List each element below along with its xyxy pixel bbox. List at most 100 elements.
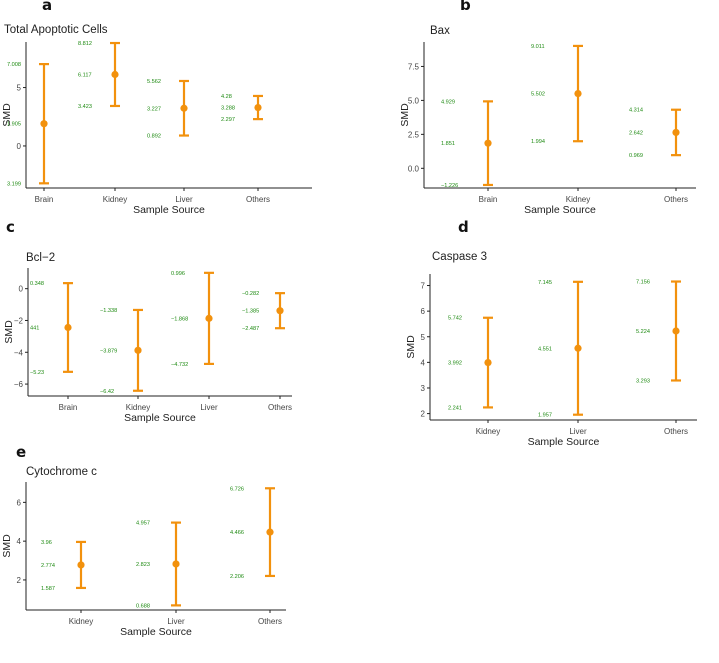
data-point — [574, 89, 582, 98]
data-point — [205, 314, 213, 322]
lower-ci-label: 1.587 — [41, 586, 55, 592]
x-tick-label: Kidney — [69, 617, 93, 626]
x-tick-label: Liver — [569, 427, 587, 436]
mean-label: 5.224 — [636, 329, 650, 335]
x-tick-label: Brain — [59, 403, 78, 412]
mean-label: 3.227 — [147, 106, 161, 112]
x-tick-label: Others — [258, 617, 282, 626]
data-point — [134, 346, 142, 354]
data-point — [276, 307, 284, 315]
lower-ci-label: 3.293 — [636, 378, 650, 384]
y-axis-title: SMD — [3, 320, 15, 344]
chart-bcl-2: −6 −4 −2 0 Brain Kidney Liver Others Sample Sour… — [3, 268, 292, 424]
upper-ci-label: 7.008 — [7, 62, 21, 68]
x-tick-label: Others — [664, 427, 688, 436]
y-tick-label: 7 — [421, 282, 426, 291]
y-tick-label: 5 — [421, 333, 426, 342]
lower-ci-label: 3.423 — [78, 104, 92, 110]
upper-ci-label: 4.314 — [629, 108, 643, 114]
x-tick-label: Brain — [479, 195, 498, 204]
y-tick-label: 2.5 — [408, 130, 420, 139]
lower-ci-label: −1.226 — [441, 183, 458, 189]
mean-label: 2.774 — [41, 563, 55, 569]
mean-label: 441 — [30, 325, 39, 331]
x-tick-label: Brain — [35, 195, 54, 204]
upper-ci-label: 0.348 — [30, 281, 44, 287]
upper-ci-label: 7.145 — [538, 280, 552, 286]
y-tick-label: −2 — [14, 316, 24, 325]
chart-bax: 0.0 2.5 5.0 7.5 Brain Kidney Others Sample Sour… — [399, 42, 696, 216]
y-tick-label: 2 — [17, 576, 22, 585]
mean-label: 5.502 — [531, 92, 545, 98]
data-point — [484, 139, 492, 147]
y-tick-label: 2 — [421, 410, 426, 419]
y-tick-label: 5.0 — [408, 96, 420, 105]
y-axis-title: SMD — [399, 103, 411, 127]
upper-ci-label: 8.812 — [78, 41, 92, 47]
upper-ci-label: 9.011 — [531, 44, 545, 50]
mean-label: 3.992 — [448, 361, 462, 367]
y-axis-title: SMD — [1, 534, 13, 558]
mean-label: 2.823 — [136, 562, 150, 568]
chart-total-apoptotic-cells: 0 5 Brain Kidney Liver Others Sample Source SMD… — [1, 41, 312, 216]
y-tick-label: 6 — [17, 498, 22, 507]
lower-ci-label: 0.688 — [136, 603, 150, 609]
upper-ci-label: −1.338 — [100, 308, 117, 314]
upper-ci-label: 4.957 — [136, 521, 150, 527]
y-tick-label: 0 — [17, 142, 22, 151]
upper-ci-label: −0.282 — [242, 291, 259, 297]
panel-title-b: Bax — [430, 25, 450, 37]
x-axis-title: Sample Source — [120, 626, 192, 638]
data-point — [672, 128, 680, 137]
y-tick-label: 7.5 — [408, 62, 420, 71]
x-tick-label: Others — [246, 195, 270, 204]
y-axis-title: SMD — [1, 103, 13, 127]
mean-label: −1.385 — [242, 309, 259, 315]
mean-label: 4.551 — [538, 346, 552, 352]
mean-label: 6.117 — [78, 73, 92, 79]
mean-label: 2.642 — [629, 130, 643, 136]
lower-ci-label: 1.994 — [531, 139, 545, 145]
x-tick-label: Kidney — [566, 195, 590, 204]
y-tick-label: −4 — [14, 348, 24, 357]
y-tick-label: 6 — [421, 307, 426, 316]
y-tick-label: 0.0 — [408, 164, 420, 173]
y-tick-label: 4 — [17, 537, 22, 546]
panel-title-d: Caspase 3 — [432, 251, 487, 263]
panel-letter-a: a — [42, 0, 53, 14]
x-tick-label: Others — [664, 195, 688, 204]
upper-ci-label: 0.996 — [171, 271, 185, 277]
data-point — [254, 103, 262, 112]
data-point — [180, 104, 188, 112]
panel-letter-e: e — [16, 443, 27, 461]
chart-caspase-3: 2 3 4 5 6 7 Kidney Liver Others Sample Source SMD 5… — [405, 274, 697, 448]
mean-label: 1.905 — [7, 122, 21, 128]
upper-ci-label: 4.28 — [221, 94, 232, 100]
x-tick-label: Kidney — [103, 195, 127, 204]
data-point — [266, 528, 274, 536]
data-point — [484, 358, 492, 367]
y-tick-label: 4 — [421, 358, 426, 367]
lower-ci-label: 2.297 — [221, 117, 235, 123]
y-axis-title: SMD — [405, 335, 417, 359]
data-point — [574, 344, 582, 352]
y-tick-label: 0 — [19, 285, 24, 294]
mean-label: 4.466 — [230, 530, 244, 536]
lower-ci-label: −6.42 — [100, 389, 114, 395]
y-tick-label: −6 — [14, 380, 24, 389]
mean-label: −3.879 — [100, 348, 117, 354]
mean-label: 1.851 — [441, 141, 455, 147]
upper-ci-label: 6.726 — [230, 486, 244, 492]
data-point — [111, 70, 119, 79]
data-point — [172, 560, 180, 568]
x-tick-label: Liver — [200, 403, 218, 412]
data-point — [40, 120, 48, 128]
x-axis-title: Sample Source — [124, 412, 196, 424]
y-tick-label: 5 — [17, 84, 22, 93]
x-tick-label: Others — [268, 403, 292, 412]
upper-ci-label: 5.562 — [147, 79, 161, 85]
panel-letter-d: d — [458, 218, 469, 236]
data-point — [672, 327, 680, 335]
upper-ci-label: 4.929 — [441, 99, 455, 105]
x-tick-label: Liver — [175, 195, 193, 204]
